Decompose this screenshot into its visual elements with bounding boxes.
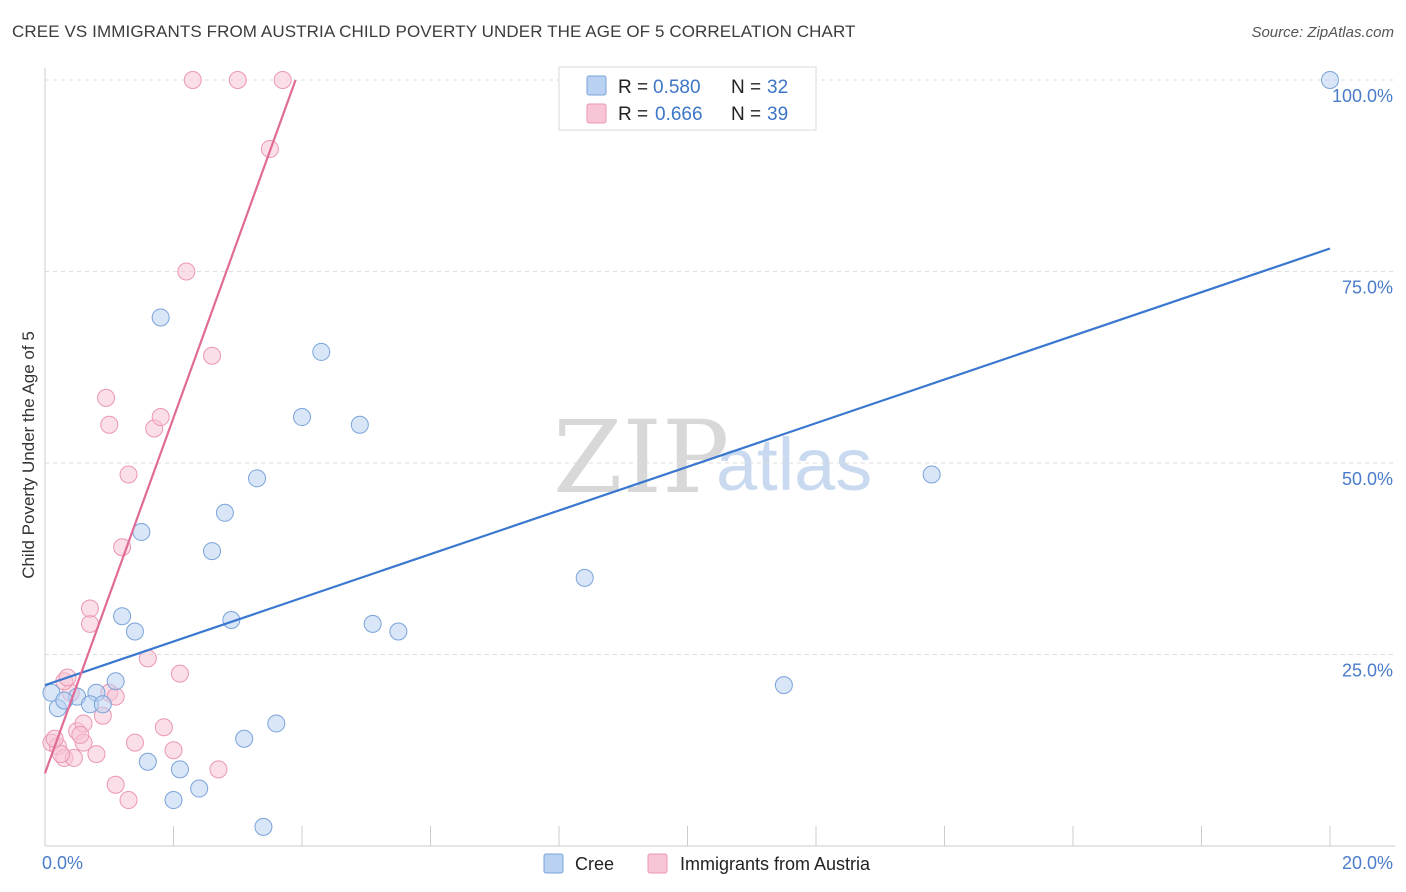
point-cree: [1321, 71, 1339, 89]
point-austria: [228, 71, 247, 89]
y-tick-labels: 25.0% 50.0% 75.0% 100.0%: [1332, 86, 1393, 681]
series-cree: [42, 71, 1339, 836]
y-axis-label: Child Poverty Under the Age of 5: [19, 331, 38, 579]
point-austria: [164, 741, 183, 760]
point-austria: [209, 760, 228, 779]
x-tick-label-max: 20.0%: [1342, 853, 1393, 873]
point-austria: [113, 538, 132, 557]
point-cree: [164, 791, 183, 810]
series-immigrants-from-austria: [42, 71, 292, 810]
point-cree: [93, 695, 112, 714]
bottom-legend-label-cree: Cree: [575, 854, 614, 874]
y-tick-label: 50.0%: [1342, 469, 1393, 489]
point-cree: [389, 622, 408, 641]
legend-n-label: N =: [731, 77, 761, 98]
trend-line-austria: [43, 79, 297, 774]
point-austria: [100, 415, 119, 434]
point-cree: [363, 614, 382, 633]
point-cree: [235, 729, 254, 748]
watermark-atlas: atlas: [716, 423, 872, 506]
y-tick-label: 75.0%: [1342, 278, 1393, 298]
watermark-zip: ZIP: [553, 399, 729, 516]
point-austria: [203, 346, 222, 365]
point-cree: [203, 542, 222, 561]
bottom-legend-swatch-cree: [543, 853, 564, 874]
point-austria: [80, 599, 99, 618]
point-cree: [312, 342, 331, 361]
y-tick-label: 25.0%: [1342, 661, 1393, 681]
point-austria: [273, 71, 292, 89]
point-cree: [55, 691, 74, 710]
y-tick-label: 100.0%: [1332, 86, 1393, 106]
point-austria: [119, 465, 138, 484]
point-cree: [350, 415, 369, 434]
chart-title: CREE VS IMMIGRANTS FROM AUSTRIA CHILD PO…: [12, 22, 856, 41]
legend-swatch-austria: [586, 103, 607, 124]
point-cree: [125, 622, 144, 641]
legend-r-value: 0.666: [655, 104, 703, 125]
grid-lines: [45, 79, 1395, 655]
legend-swatch-cree: [586, 75, 607, 96]
point-austria: [170, 664, 189, 683]
bottom-legend-swatch-austria: [647, 853, 668, 874]
point-cree: [922, 465, 941, 484]
point-austria: [71, 725, 90, 744]
point-cree: [248, 469, 267, 488]
point-cree: [254, 817, 273, 836]
point-cree: [138, 752, 157, 771]
point-cree: [267, 714, 286, 733]
point-austria: [119, 791, 138, 810]
legend-r-value: 0.580: [653, 77, 701, 98]
point-austria: [125, 733, 144, 752]
bottom-legend: Cree Immigrants from Austria: [543, 853, 871, 874]
legend-n-label: N =: [731, 104, 761, 125]
bottom-legend-label-austria: Immigrants from Austria: [680, 854, 871, 874]
point-cree: [113, 607, 132, 626]
chart-source: Source: ZipAtlas.com: [1251, 24, 1394, 41]
point-austria: [106, 775, 125, 794]
point-cree: [151, 308, 170, 327]
point-austria: [151, 408, 170, 427]
point-austria: [87, 745, 106, 764]
axes: [44, 68, 1395, 847]
point-cree: [215, 503, 234, 522]
point-cree: [293, 408, 311, 427]
trend-lines: [43, 79, 1331, 774]
legend-box: R = 0.580 N = 32 R = 0.666 N = 39: [558, 66, 817, 131]
point-cree: [190, 779, 209, 798]
point-cree: [575, 568, 594, 587]
trend-line-cree: [44, 247, 1331, 687]
legend-n-value: 32: [767, 77, 788, 98]
point-austria: [183, 71, 202, 89]
legend-r-label: R =: [618, 77, 648, 98]
legend-n-value: 39: [767, 104, 788, 125]
point-austria: [154, 718, 173, 737]
x-tick-label-min: 0.0%: [42, 853, 83, 873]
point-cree: [106, 672, 125, 691]
point-austria: [97, 388, 116, 407]
point-cree: [774, 676, 793, 695]
point-cree: [170, 760, 189, 779]
legend-r-label: R =: [618, 104, 648, 125]
point-austria: [177, 262, 196, 281]
